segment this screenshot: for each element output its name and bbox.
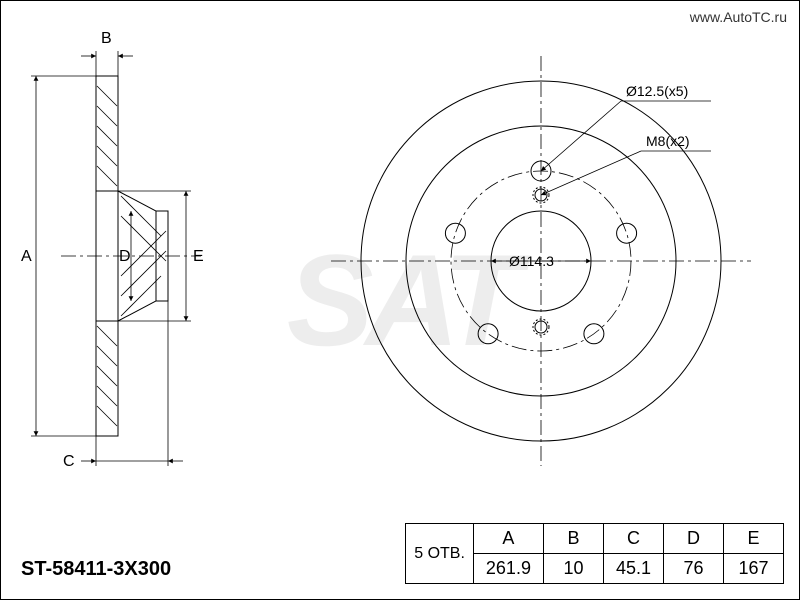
dim-e-label: E [193,248,204,265]
td-a: 261.9 [473,554,543,584]
holes-count: 5 ОТВ. [406,524,474,584]
td-d: 76 [664,554,724,584]
front-view: Ø12.5(x5) M8(x2) Ø114.3 [331,56,751,466]
part-number: ST-58411-3X300 [21,558,171,581]
td-c: 45.1 [603,554,663,584]
th-d: D [664,524,724,554]
dim-c-label: C [63,453,75,470]
th-c: C [603,524,663,554]
dim-d-label: D [119,248,131,265]
dimension-table: 5 ОТВ. A B C D E 261.9 10 45.1 76 167 [405,523,784,584]
th-b: B [543,524,603,554]
dim-a-label: A [21,248,32,265]
th-e: E [724,524,784,554]
thread-annotation: M8(x2) [646,133,690,149]
td-b: 10 [543,554,603,584]
dim-b-label: B [101,30,112,47]
th-a: A [473,524,543,554]
diagram-container: SAT www.AutoTC.ru { "watermark": "SAT", … [0,0,800,600]
bolt-annotation: Ø12.5(x5) [626,83,688,99]
drawing-svg: A B C D E [1,1,800,601]
side-view: A B C D E [21,30,204,470]
td-e: 167 [724,554,784,584]
